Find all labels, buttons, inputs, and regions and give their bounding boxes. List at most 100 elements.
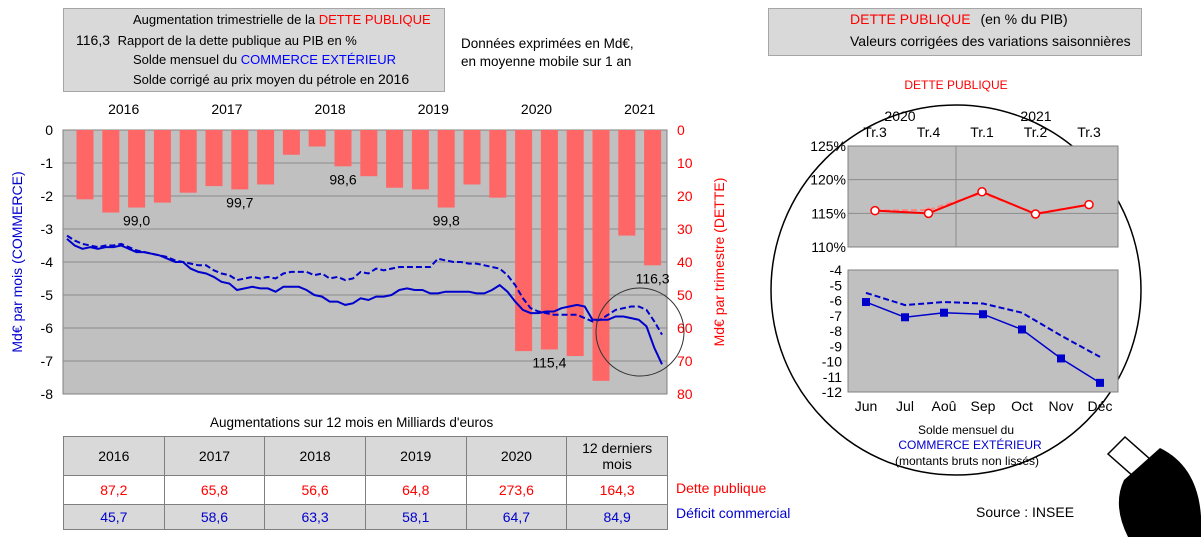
left-tick-label: -6 xyxy=(41,320,54,336)
table-title: Augmentations sur 12 mois en Milliards d… xyxy=(210,415,494,430)
right-tick-label: 60 xyxy=(677,320,693,336)
legend-solid-highlight: COMMERCE EXTÉRIEUR xyxy=(240,52,396,67)
zoom-debt-title: DETTE PUBLIQUE xyxy=(904,78,1007,92)
left-tick-label: -4 xyxy=(41,254,54,270)
month-label: Jun xyxy=(855,398,878,414)
zoom-trade-caption-highlight: COMMERCE EXTÉRIEUR xyxy=(898,437,1042,452)
zoom-trade-marker xyxy=(1096,378,1104,387)
zoom-trade-marker xyxy=(979,310,987,319)
zoom-debt-chart: 125%120%115%110%Tr.3 Tr.4 Tr.1 Tr.2 Tr.32020… xyxy=(810,78,1119,255)
zoom-legend-dashed: Valeurs corrigées des variations saisonn… xyxy=(850,33,1131,49)
table-header-cell: 2016 xyxy=(63,436,165,476)
left-axis-title: Md€ par mois (COMMERCE) xyxy=(9,171,25,352)
year-label: 2018 xyxy=(315,101,346,117)
debt-bar xyxy=(334,130,352,167)
ratio-label: 115,4 xyxy=(532,354,566,370)
table-cell: 58,1 xyxy=(364,504,467,530)
debt-bar xyxy=(153,130,171,203)
zoom-trade-y-tick: -6 xyxy=(830,293,843,309)
zoom-debt-marker xyxy=(1084,199,1094,210)
left-tick-label: -8 xyxy=(41,386,54,402)
zoom-debt-plot xyxy=(847,145,1119,248)
right-tick-label: 0 xyxy=(677,122,685,138)
legend-ratio-label: 116,3 Rapport de la dette publique au PI… xyxy=(76,32,357,48)
right-tick-label: 30 xyxy=(677,221,693,237)
table-header-last-line1: 12 derniers xyxy=(582,440,653,456)
left-tick-label: 0 xyxy=(45,122,53,138)
zoom-debt-marker xyxy=(1030,209,1041,219)
table-row-debt-label: Dette publique xyxy=(676,480,767,496)
right-tick-label: 40 xyxy=(677,254,693,270)
debt-bar xyxy=(102,130,120,213)
legend-bar-label: Augmentation trimestrielle de la DETTE P… xyxy=(133,12,431,27)
zoom-trade-marker xyxy=(862,298,870,307)
table-cell: 84,9 xyxy=(566,504,668,530)
legend-dashed-label: Solde corrigé au prix moyen du pétrole e… xyxy=(133,71,409,87)
right-tick-label: 50 xyxy=(677,287,693,303)
zoom-y-tick: 120% xyxy=(810,172,846,188)
main-legend xyxy=(63,8,445,92)
zoom-trade-marker xyxy=(1018,325,1026,334)
ratio-label: 116,3 xyxy=(636,270,670,286)
units-note: Données exprimées en Md€, en moyenne mob… xyxy=(461,35,634,71)
left-tick-label: -2 xyxy=(41,188,54,204)
legend-dashed-year: 2016 xyxy=(377,71,410,87)
table-header-last-line2: mois xyxy=(602,456,632,472)
zoom-legend-dashed-text: Valeurs corrigées des variations saisonn… xyxy=(850,33,1131,49)
zoom-debt-marker xyxy=(977,187,987,197)
legend-solid-text: Solde mensuel du xyxy=(133,52,241,67)
table-row-trade-label: Déficit commercial xyxy=(676,505,791,521)
quarter-label: Tr.3 xyxy=(1077,124,1101,140)
units-note-line2: en moyenne mobile sur 1 an xyxy=(461,54,632,69)
zoom-y-tick: 125% xyxy=(810,138,846,154)
quarter-label: Tr.1 xyxy=(970,124,994,140)
right-tick-label: 70 xyxy=(677,353,693,369)
zoom-trade-chart: -4-5-6-7-8-9-10-11-12 Jun Jul Aoû Sep Oct Nov D… xyxy=(822,262,1119,468)
zoom-trade-y-tick: -4 xyxy=(830,262,843,278)
quarter-label: Tr.4 xyxy=(917,124,941,140)
ratio-label: 99,7 xyxy=(226,194,253,210)
ratio-label: 99,0 xyxy=(123,213,150,229)
left-tick-label: -1 xyxy=(41,155,54,171)
ratio-label: 99,8 xyxy=(433,213,460,229)
debt-bar xyxy=(76,130,94,200)
debt-bar xyxy=(463,130,481,185)
right-tick-label: 10 xyxy=(677,155,693,171)
legend-ratio-sample: 116,3 xyxy=(76,32,110,48)
debt-bar xyxy=(411,130,429,190)
magnifier-handle xyxy=(1118,448,1201,537)
year-label: 2019 xyxy=(418,101,449,117)
table-cell: 58,6 xyxy=(163,504,266,530)
debt-bar xyxy=(257,130,275,185)
table-header-cell: 2017 xyxy=(163,436,266,476)
zoom-trade-y-tick: -9 xyxy=(830,338,843,354)
right-tick-label: 20 xyxy=(677,188,693,204)
zoom-trade-caption-note: (montants bruts non lissés) xyxy=(895,454,1039,468)
zoom-legend-solid-highlight: DETTE PUBLIQUE xyxy=(850,11,971,27)
table-row-trade: 45,7 58,6 63,3 58,1 64,7 84,9 xyxy=(63,504,668,530)
zoom-trade-caption: Solde mensuel du xyxy=(918,423,1014,437)
zoom-legend-solid-suffix: (en % du PIB) xyxy=(980,11,1068,27)
left-tick-label: -7 xyxy=(41,353,54,369)
debt-bar xyxy=(618,130,636,236)
table-cell: 164,3 xyxy=(566,475,668,505)
table-header-cell-last: 12 derniers mois xyxy=(566,436,668,476)
debt-bar xyxy=(566,130,584,357)
debt-bar xyxy=(489,130,507,198)
zoom-trade-marker xyxy=(901,313,909,322)
zoom-y-tick: 115% xyxy=(811,205,846,221)
zoom-trade-y-tick: -8 xyxy=(830,323,843,339)
month-label: Nov xyxy=(1049,398,1074,414)
left-tick-label: -3 xyxy=(41,221,54,237)
year-label: 2017 xyxy=(211,101,242,117)
left-tick-label: -5 xyxy=(41,287,54,303)
trade-dashed-line xyxy=(66,234,663,336)
legend-dashed-text: Solde corrigé au prix moyen du pétrole e… xyxy=(133,72,378,87)
legend-bar-highlight: DETTE PUBLIQUE xyxy=(318,12,431,27)
zoom-debt-marker xyxy=(870,205,880,216)
month-label: Jul xyxy=(896,398,914,414)
debt-bar xyxy=(282,130,300,155)
table-cell: 56,6 xyxy=(264,475,366,505)
debt-bar xyxy=(360,130,378,177)
right-tick-label: 80 xyxy=(677,386,693,402)
